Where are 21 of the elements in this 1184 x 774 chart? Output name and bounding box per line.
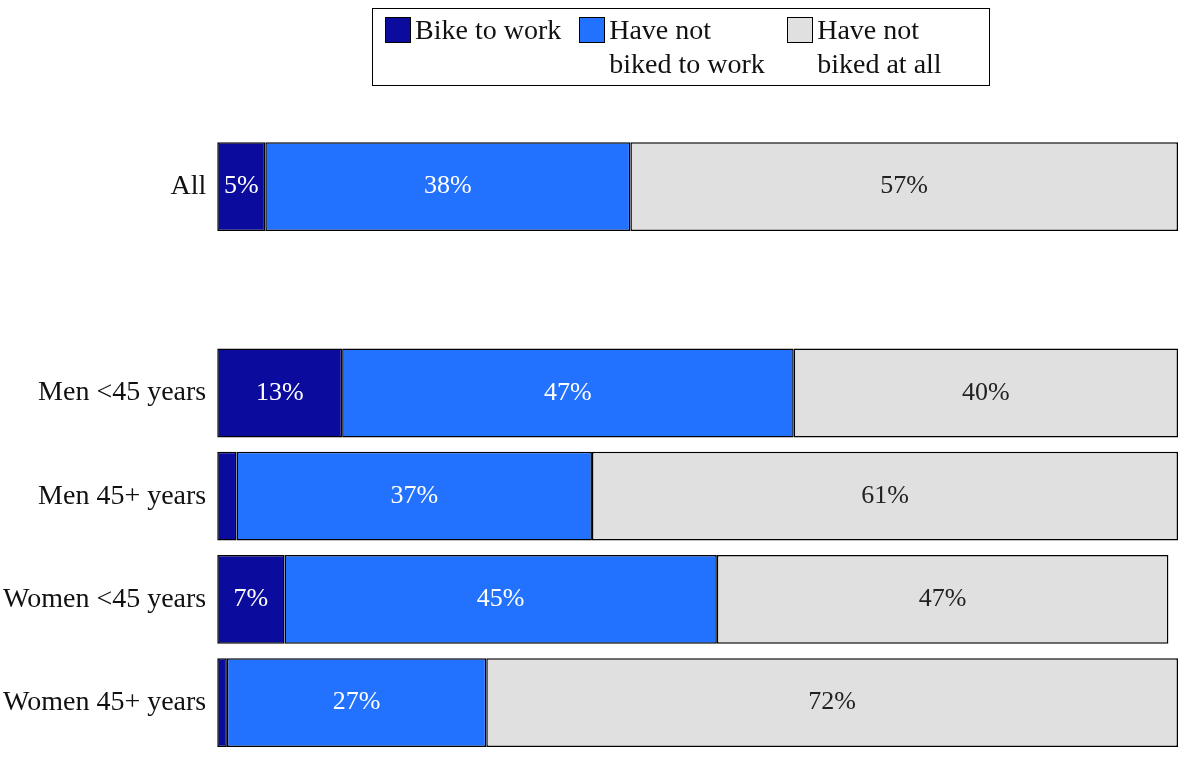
legend-label: Bike to work [415, 13, 562, 47]
legend-label: Have not biked to work [609, 13, 766, 81]
y-tick-label: Women 45+ years [2, 684, 207, 716]
data-label: 61% [861, 480, 909, 510]
data-label: 27% [332, 686, 381, 716]
text: Have not biked at all [817, 13, 943, 81]
data-label: 13% [255, 376, 304, 406]
y-tick-label: Men 45+ years [38, 478, 207, 510]
data-label: 5% [223, 170, 259, 200]
data-label: 47% [544, 376, 592, 406]
data-label: 47% [918, 583, 967, 613]
data-label: 72% [808, 686, 856, 716]
y-tick-label: Men <45 years [38, 375, 207, 407]
data-label: 57% [880, 170, 929, 200]
data-label: 37% [390, 480, 439, 510]
y-tick-label: Women <45 years [2, 581, 207, 613]
data-label: 40% [962, 376, 1010, 406]
data-label: 7% [233, 583, 269, 613]
y-tick-label: All [170, 168, 207, 200]
data-label: 38% [424, 170, 472, 200]
data-label: 45% [476, 583, 525, 613]
